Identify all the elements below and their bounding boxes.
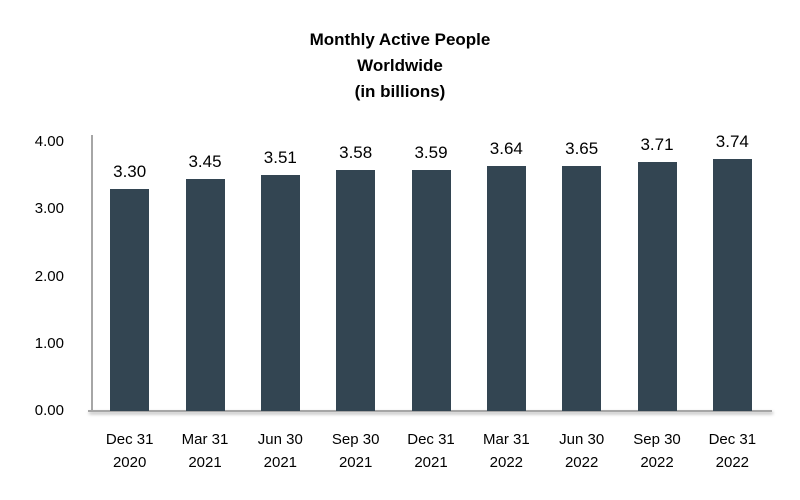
bar (712, 159, 752, 411)
y-axis-tick-label: 1.00 (34, 334, 64, 352)
y-axis-tick-label: 0.00 (34, 402, 64, 419)
bar (637, 161, 677, 411)
bar-value-label: 3.71 (640, 134, 674, 154)
bar-value-label: 3.58 (339, 143, 373, 163)
chart-title-line-1: Monthly Active People (309, 30, 491, 49)
bar (110, 189, 150, 411)
x-axis-label: Dec 31 2021 (407, 431, 455, 471)
x-axis-label: Jun 30 2021 (257, 431, 303, 471)
y-axis-line (91, 135, 93, 411)
bar (562, 165, 602, 411)
x-axis-label: Dec 31 2022 (708, 431, 757, 471)
x-axis-label: Sep 30 2022 (633, 431, 681, 471)
bar-value-label: 3.64 (489, 139, 523, 159)
x-axis-line (88, 410, 772, 412)
bar (486, 166, 526, 411)
x-axis-label: Dec 31 2020 (105, 431, 154, 471)
bar-value-label: 3.65 (565, 138, 599, 158)
bar-value-label: 3.30 (113, 162, 147, 182)
y-axis-tick-label: 3.00 (34, 200, 64, 218)
bar-value-label: 3.45 (188, 151, 222, 171)
chart-title-line-3: (in billions) (354, 82, 446, 101)
chart-title-line-2: Worldwide (357, 56, 443, 75)
bar-value-label: 3.51 (263, 147, 297, 167)
bar (185, 178, 225, 411)
bar (336, 170, 376, 411)
y-axis-tick-label: 2.00 (34, 267, 64, 285)
x-axis-label: Mar 31 2021 (181, 431, 229, 471)
chart-title: Monthly Active People Worldwide (in bill… (0, 27, 800, 105)
bar-value-label: 3.74 (715, 132, 749, 152)
y-axis-tick-label: 4.00 (34, 133, 64, 150)
bar-value-label: 3.59 (414, 142, 448, 162)
x-axis-label: Jun 30 2022 (559, 431, 605, 471)
bar (260, 174, 300, 411)
x-axis-label: Mar 31 2022 (482, 431, 530, 471)
bar (411, 169, 451, 411)
x-axis-label: Sep 30 2021 (331, 431, 380, 471)
